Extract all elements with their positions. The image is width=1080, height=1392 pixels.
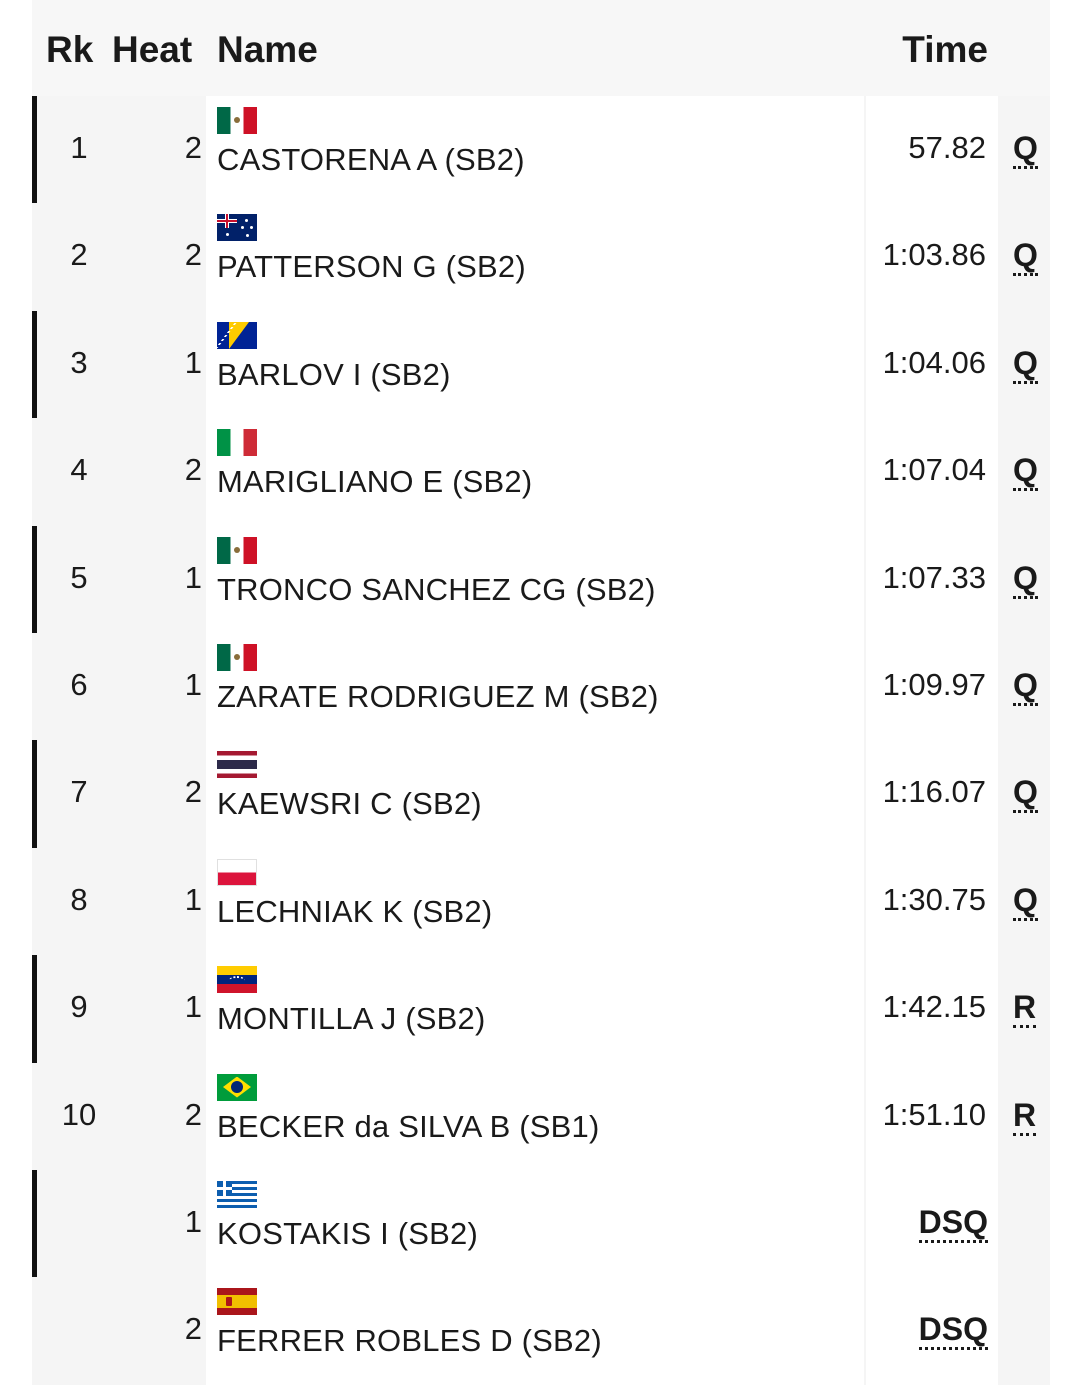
- athlete-name[interactable]: KAEWSRI C (SB2): [217, 786, 482, 822]
- rank-cell: 1: [70, 130, 88, 165]
- time-cell: 1:04.06: [882, 344, 986, 380]
- table-row[interactable]: 6 1 ZARATE RODRIGUEZ M (SB2) 1:09.97 Q: [32, 632, 1050, 741]
- time-cell: 1:07.04: [882, 452, 986, 488]
- table-row[interactable]: 3 1 BARLOV I (SB2) 1:04.06 Q: [32, 310, 1050, 419]
- heat-cell: 2: [184, 452, 202, 488]
- table-row[interactable]: 1 KOSTAKIS I (SB2) DSQ: [32, 1169, 1050, 1278]
- header-name: Name: [217, 29, 318, 70]
- table-header: Rk Heat Name Time: [32, 0, 1050, 96]
- time-cell: 57.82: [908, 130, 986, 165]
- athlete-name[interactable]: ZARATE RODRIGUEZ M (SB2): [217, 678, 659, 714]
- header-heat: Heat: [112, 29, 193, 70]
- heat-cell: 2: [184, 1311, 202, 1347]
- table-row[interactable]: 2 2 PATTERSON G (SB2) 1:03.86 Q: [32, 203, 1050, 311]
- results-table: Rk Heat Name Time 1 2 CASTORENA A (SB2) …: [32, 0, 1050, 1385]
- table-row[interactable]: 7 2 KAEWSRI C (SB2) 1:16.07 Q: [32, 740, 1050, 849]
- rank-cell: 10: [61, 1096, 97, 1132]
- thailand-flag-icon: [217, 751, 257, 779]
- rank-cell: 8: [70, 881, 88, 917]
- mexico-flag-icon: [217, 107, 257, 134]
- mexico-flag-icon: [217, 643, 257, 671]
- heat-cell: 1: [184, 881, 202, 917]
- mexico-flag-icon: [217, 536, 257, 564]
- table-row[interactable]: 1 2 CASTORENA A (SB2) 57.82 Q: [32, 96, 1050, 204]
- athlete-name[interactable]: MONTILLA J (SB2): [217, 1001, 486, 1037]
- time-cell: 1:07.33: [882, 559, 986, 595]
- time-cell: 1:42.15: [882, 989, 986, 1025]
- time-cell: 1:09.97: [882, 666, 986, 702]
- rank-cell: 9: [70, 989, 88, 1025]
- spain-flag-icon: [217, 1288, 257, 1316]
- athlete-name[interactable]: PATTERSON G (SB2): [217, 249, 526, 285]
- time-cell: 1:30.75: [882, 881, 986, 917]
- table-row[interactable]: 4 2 MARIGLIANO E (SB2) 1:07.04 Q: [32, 418, 1050, 526]
- qualification-badge[interactable]: Q: [1013, 882, 1038, 921]
- qualification-badge[interactable]: Q: [1013, 345, 1038, 384]
- greece-flag-icon: [217, 1180, 257, 1208]
- time-cell: 1:51.10: [882, 1096, 986, 1132]
- dsq-badge[interactable]: DSQ: [918, 1204, 988, 1243]
- time-cell: 1:03.86: [882, 237, 986, 273]
- qualification-badge[interactable]: Q: [1013, 237, 1038, 277]
- athlete-name[interactable]: FERRER ROBLES D (SB2): [217, 1323, 602, 1359]
- athlete-name[interactable]: LECHNIAK K (SB2): [217, 893, 493, 929]
- bosnia-flag-icon: [217, 321, 257, 349]
- australia-flag-icon: [217, 214, 257, 242]
- qualification-badge[interactable]: Q: [1013, 452, 1038, 492]
- rank-cell: 2: [70, 237, 88, 273]
- table-row[interactable]: 5 1 TRONCO SANCHEZ CG (SB2) 1:07.33 Q: [32, 525, 1050, 634]
- heat-cell: 1: [184, 1203, 202, 1239]
- athlete-name[interactable]: KOSTAKIS I (SB2): [217, 1215, 479, 1251]
- heat-cell: 1: [184, 666, 202, 702]
- athlete-name[interactable]: CASTORENA A (SB2): [217, 142, 525, 177]
- table-row[interactable]: 10 2 BECKER da SILVA B (SB1) 1:51.10 R: [32, 1062, 1050, 1170]
- athlete-name[interactable]: BARLOV I (SB2): [217, 356, 451, 392]
- qualification-badge[interactable]: R: [1013, 1097, 1037, 1136]
- header-rank: Rk: [46, 29, 94, 70]
- athlete-name[interactable]: MARIGLIANO E (SB2): [217, 464, 533, 500]
- poland-flag-icon: [217, 858, 257, 886]
- heat-cell: 2: [184, 130, 202, 165]
- athlete-name[interactable]: TRONCO SANCHEZ CG (SB2): [217, 571, 656, 607]
- heat-cell: 1: [184, 559, 202, 595]
- table-row[interactable]: 9 1 MONTILLA J (SB2) 1:42.15 R: [32, 955, 1050, 1063]
- qualification-badge[interactable]: R: [1013, 989, 1037, 1029]
- brazil-flag-icon: [217, 1073, 257, 1101]
- header-time: Time: [902, 29, 988, 70]
- heat-cell: 2: [184, 774, 202, 810]
- qualification-badge[interactable]: Q: [1013, 667, 1038, 706]
- table-row[interactable]: 2 FERRER ROBLES D (SB2) DSQ: [32, 1277, 1050, 1385]
- venezuela-flag-icon: [217, 966, 257, 994]
- table-row[interactable]: 8 1 LECHNIAK K (SB2) 1:30.75 Q: [32, 847, 1050, 956]
- athlete-name[interactable]: BECKER da SILVA B (SB1): [217, 1108, 600, 1144]
- qualification-badge[interactable]: Q: [1013, 560, 1038, 599]
- rank-cell: 7: [70, 774, 88, 810]
- dsq-badge[interactable]: DSQ: [918, 1311, 988, 1351]
- rank-cell: 4: [70, 452, 88, 488]
- heat-cell: 2: [184, 1096, 202, 1132]
- rank-cell: 3: [70, 344, 88, 380]
- time-cell: 1:16.07: [882, 774, 986, 810]
- rank-cell: 6: [70, 666, 88, 702]
- heat-cell: 1: [184, 344, 202, 380]
- qualification-badge[interactable]: Q: [1013, 130, 1038, 169]
- heat-cell: 2: [184, 237, 202, 273]
- qualification-badge[interactable]: Q: [1013, 774, 1038, 814]
- italy-flag-icon: [217, 429, 257, 457]
- rank-cell: 5: [70, 559, 88, 595]
- heat-cell: 1: [184, 989, 202, 1025]
